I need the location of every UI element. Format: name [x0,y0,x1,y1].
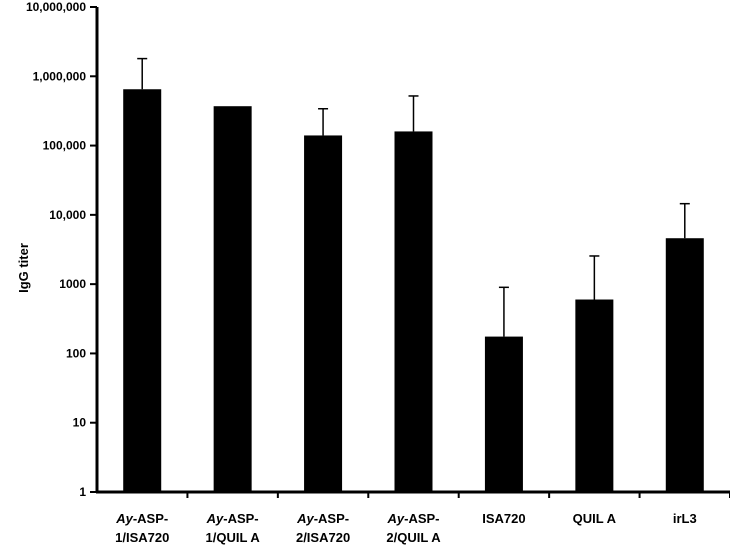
bar [123,89,162,493]
x-tick-label: Ay-ASP- [115,511,168,526]
y-tick-label: 1,000,000 [33,69,87,83]
x-tick-label: Ay-ASP- [296,511,349,526]
bar [304,135,343,492]
bar [213,106,252,493]
y-tick-label: 100 [66,346,86,360]
x-tick-label: QUIL A [573,511,617,526]
y-tick-label: 10 [73,416,87,430]
x-tick-label-line2: 1/QUIL A [206,530,261,545]
y-tick-label: 1000 [59,277,86,291]
x-tick-label: Ay-ASP- [206,511,259,526]
y-tick-labels: 1 10 100 1000 10,000 100,000 1,000,000 10,000,0… [26,0,86,499]
x-tick-label-line2: 1/ISA720 [115,530,169,545]
bar [484,336,523,492]
y-tick-label: 100,000 [43,139,87,153]
y-axis-label: IgG titer [16,243,31,293]
x-tick-label: Ay-ASP- [386,511,439,526]
bar [575,299,614,492]
bar [665,238,704,492]
y-tick-label: 1 [79,485,86,499]
error-bars [137,57,690,337]
x-tick-labels: Ay-ASP- 1/ISA720 Ay-ASP- 1/QUIL A Ay-ASP- 2/I… [115,511,697,545]
y-tick-label: 10,000 [49,208,86,222]
bar [394,131,433,492]
bars [123,89,704,493]
x-tick-label-line2: 2/ISA720 [296,530,350,545]
x-tick-label: irL3 [673,511,697,526]
x-tick-label: ISA720 [482,511,525,526]
x-tick-label-line2: 2/QUIL A [386,530,441,545]
y-tick-label: 10,000,000 [26,0,86,14]
